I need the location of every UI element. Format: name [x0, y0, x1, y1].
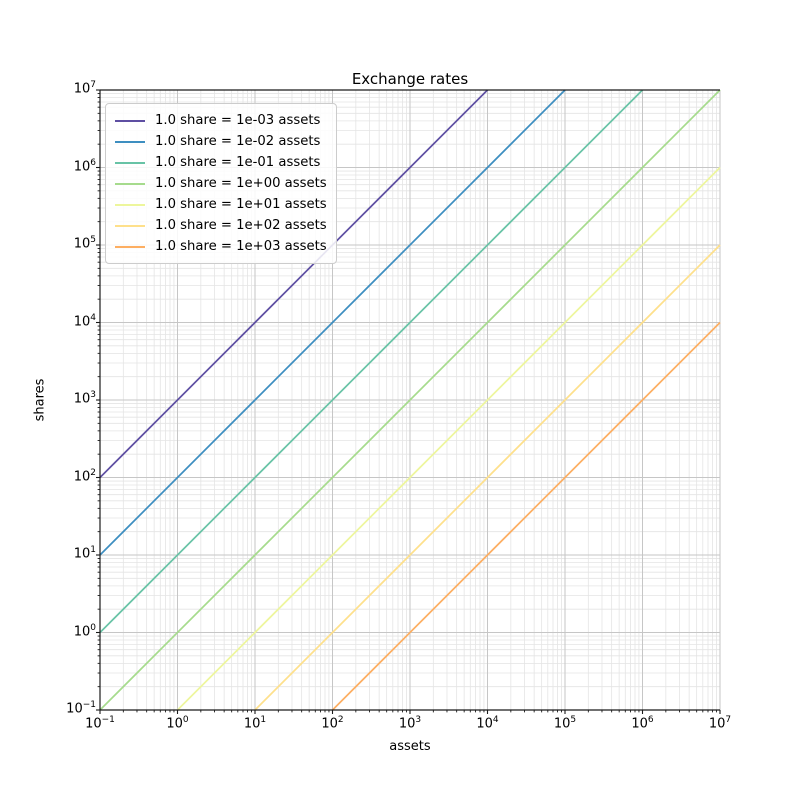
- legend-line-swatch: [115, 140, 145, 143]
- series-line-5: [254, 244, 721, 711]
- x-tick-label-1e0: 100: [166, 715, 189, 732]
- x-tick-label-1e1: 101: [243, 715, 267, 732]
- y-tick-label-1e6: 106: [73, 157, 96, 174]
- x-tick-label-1e-1: 10−1: [85, 715, 115, 732]
- legend-item-5: 1.0 share = 1e+02 assets: [115, 215, 327, 236]
- legend-item-0: 1.0 share = 1e-03 assets: [115, 110, 327, 131]
- y-tick-label-1e2: 102: [73, 467, 96, 484]
- x-tick-label-1e7: 107: [708, 715, 732, 732]
- x-tick-label-1e2: 102: [321, 715, 344, 732]
- x-tick-label-1e5: 105: [553, 715, 577, 732]
- series-line-2: [99, 89, 644, 634]
- y-tick-label-1e0: 100: [73, 622, 96, 639]
- x-tick-label-1e6: 106: [631, 715, 654, 732]
- chart-title: Exchange rates: [351, 70, 469, 88]
- legend-line-swatch: [115, 245, 145, 248]
- legend-line-swatch: [115, 224, 145, 227]
- legend-label: 1.0 share = 1e+01 assets: [155, 197, 327, 212]
- legend-label: 1.0 share = 1e-01 assets: [155, 155, 321, 170]
- legend-item-4: 1.0 share = 1e+01 assets: [115, 194, 327, 215]
- series-line-0: [99, 89, 489, 479]
- y-tick-label-1e4: 104: [73, 312, 96, 329]
- series-line-6: [331, 321, 721, 711]
- y-tick-label-1e5: 105: [73, 235, 96, 252]
- x-tick-label-1e3: 103: [398, 715, 422, 732]
- legend-line-swatch: [115, 182, 145, 185]
- y-tick-label-1e3: 103: [73, 390, 96, 407]
- legend-label: 1.0 share = 1e+02 assets: [155, 218, 327, 233]
- legend-item-2: 1.0 share = 1e-01 assets: [115, 152, 327, 173]
- legend-item-3: 1.0 share = 1e+00 assets: [115, 173, 327, 194]
- x-axis-label: assets: [389, 739, 431, 754]
- series-line-1: [99, 89, 566, 556]
- legend-label: 1.0 share = 1e-02 assets: [155, 134, 321, 149]
- x-tick-label-1e4: 104: [476, 715, 499, 732]
- legend-item-6: 1.0 share = 1e+03 assets: [115, 236, 327, 257]
- legend-item-1: 1.0 share = 1e-02 assets: [115, 131, 327, 152]
- y-tick-label-1e7: 107: [73, 80, 96, 97]
- legend-label: 1.0 share = 1e-03 assets: [155, 113, 321, 128]
- y-tick-label-1e1: 101: [73, 545, 96, 562]
- series-line-3: [99, 89, 721, 711]
- legend-label: 1.0 share = 1e+03 assets: [155, 239, 327, 254]
- legend-label: 1.0 share = 1e+00 assets: [155, 176, 327, 191]
- legend-line-swatch: [115, 119, 145, 122]
- legend: 1.0 share = 1e-03 assets 1.0 share = 1e-0…: [105, 103, 337, 264]
- legend-line-swatch: [115, 203, 145, 206]
- y-tick-label-1e-1: 10−1: [66, 700, 96, 717]
- legend-line-swatch: [115, 161, 145, 164]
- series-line-4: [176, 166, 721, 711]
